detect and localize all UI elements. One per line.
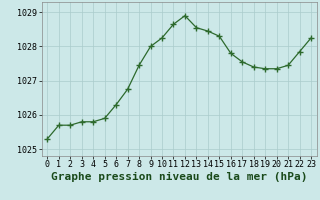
X-axis label: Graphe pression niveau de la mer (hPa): Graphe pression niveau de la mer (hPa) (51, 172, 308, 182)
